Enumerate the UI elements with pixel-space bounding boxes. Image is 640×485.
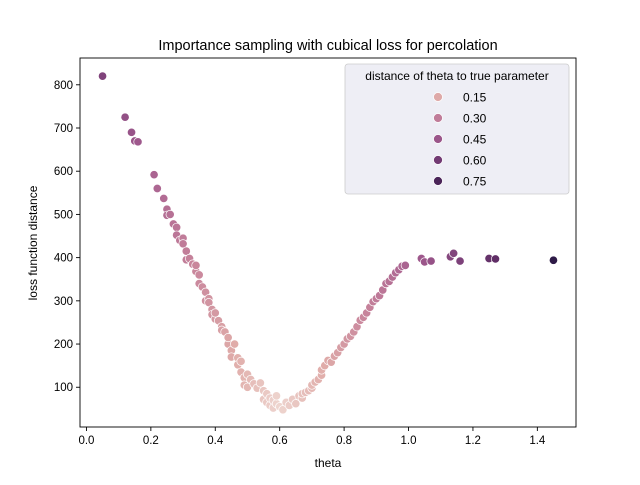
data-point xyxy=(149,170,159,180)
data-point xyxy=(120,112,130,122)
legend-label: 0.45 xyxy=(463,133,487,147)
y-tick-label: 700 xyxy=(54,123,73,135)
data-point xyxy=(126,127,137,137)
legend-label: 0.30 xyxy=(463,112,487,126)
legend-box xyxy=(344,63,570,195)
data-point xyxy=(194,270,204,280)
x-tick-label: 1.2 xyxy=(465,435,481,447)
data-point xyxy=(548,255,559,265)
chart-title: Importance sampling with cubical loss fo… xyxy=(158,38,497,54)
y-axis-label: loss function distance xyxy=(26,185,40,300)
data-point xyxy=(230,339,240,349)
x-tick-label: 1.4 xyxy=(529,435,546,447)
data-point xyxy=(255,378,265,388)
legend-marker xyxy=(433,113,443,123)
y-tick-label: 600 xyxy=(54,166,73,178)
data-point xyxy=(223,333,233,343)
legend-title: distance of theta to true parameter xyxy=(365,69,548,83)
legend-marker xyxy=(433,176,443,186)
x-tick-label: 1.0 xyxy=(401,435,417,447)
y-tick-label: 100 xyxy=(54,382,73,394)
legend: distance of theta to true parameter 0.15… xyxy=(344,63,570,195)
legend-label: 0.60 xyxy=(463,154,487,168)
y-axis: 100 200 300 400 500 600 700 800 xyxy=(54,80,80,394)
data-point xyxy=(291,399,301,409)
data-point xyxy=(271,391,282,401)
x-tick-label: 0.6 xyxy=(272,435,288,447)
legend-label: 0.15 xyxy=(463,91,487,105)
data-point xyxy=(159,193,169,203)
data-point xyxy=(426,256,436,266)
y-tick-label: 200 xyxy=(54,339,73,351)
data-point xyxy=(455,256,465,266)
data-point xyxy=(400,260,410,270)
legend-marker xyxy=(433,155,443,165)
x-tick-label: 0.8 xyxy=(336,435,352,447)
data-point xyxy=(210,308,220,318)
data-point xyxy=(490,254,501,264)
data-point xyxy=(191,260,201,270)
data-point xyxy=(133,137,143,147)
x-tick-label: 0.0 xyxy=(78,435,94,447)
data-points xyxy=(97,71,559,415)
x-axis: 0.0 0.2 0.4 0.6 0.8 1.0 1.2 1.4 xyxy=(78,427,546,447)
legend-label: 0.75 xyxy=(463,175,487,189)
y-tick-label: 400 xyxy=(54,253,73,265)
data-point xyxy=(152,183,162,194)
y-tick-label: 300 xyxy=(54,296,73,308)
x-axis-label: theta xyxy=(315,456,342,470)
legend-marker xyxy=(433,134,443,144)
y-tick-label: 500 xyxy=(54,209,73,221)
data-point xyxy=(97,71,108,81)
y-tick-label: 800 xyxy=(54,80,73,92)
legend-marker xyxy=(433,92,443,102)
data-point xyxy=(236,356,246,366)
data-point xyxy=(449,248,459,258)
data-point xyxy=(172,222,182,232)
legend-items: 0.15 0.30 0.45 0.60 0.75 xyxy=(433,91,487,189)
data-point xyxy=(165,209,175,219)
x-tick-label: 0.2 xyxy=(143,435,159,447)
x-tick-label: 0.4 xyxy=(207,435,224,447)
